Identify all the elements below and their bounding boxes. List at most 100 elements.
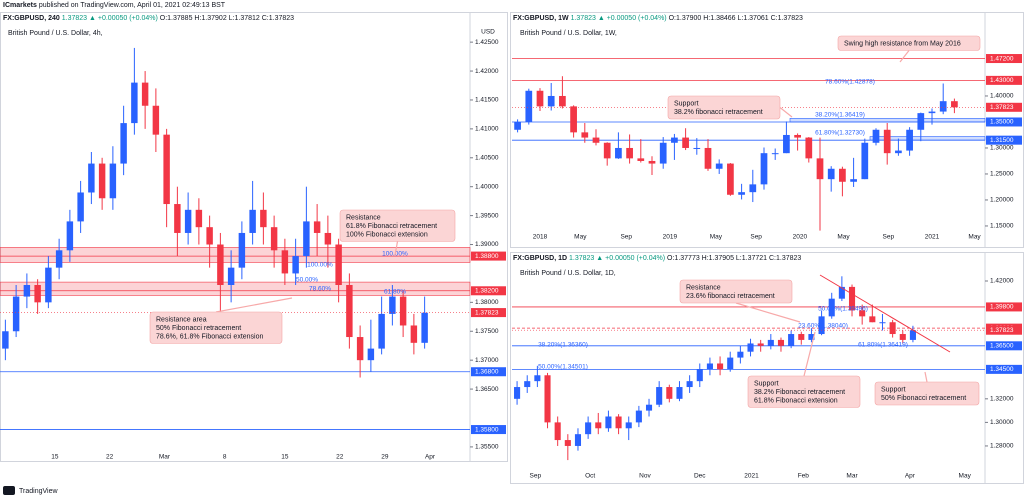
x-tick-label: May bbox=[959, 473, 972, 480]
candle-body bbox=[727, 357, 734, 370]
candle-body bbox=[324, 232, 332, 245]
publisher-line: ICmarkets published on TradingView.com, … bbox=[3, 2, 226, 9]
candle-body bbox=[335, 244, 342, 285]
level-label-box bbox=[471, 367, 506, 377]
level-label: 1.35800 bbox=[475, 426, 499, 433]
candle-body bbox=[879, 322, 886, 324]
x-tick-label: May bbox=[710, 234, 723, 241]
candle-body bbox=[889, 322, 896, 335]
y-tick-label: 1.37000 bbox=[475, 357, 499, 364]
candle-body bbox=[696, 369, 703, 382]
x-tick-label: 2021 bbox=[925, 234, 940, 241]
callout-text: Resistance area bbox=[156, 316, 207, 323]
candle-body bbox=[227, 267, 235, 285]
level-label: 1.35000 bbox=[990, 119, 1014, 126]
candle-body bbox=[637, 158, 645, 161]
candle-body bbox=[2, 331, 9, 349]
chart-title: British Pound / U.S. Dollar, 1D, bbox=[520, 270, 616, 277]
candle-body bbox=[270, 227, 278, 251]
last-price-label: 1.37823 bbox=[990, 327, 1014, 334]
candle-body bbox=[747, 343, 754, 352]
y-tick-label: 1.20000 bbox=[990, 197, 1014, 204]
y-tick-label: 1.37500 bbox=[475, 328, 499, 335]
candle-body bbox=[570, 106, 577, 133]
y-tick-label: 1.41500 bbox=[475, 97, 499, 104]
level-zone bbox=[789, 118, 986, 123]
candle-body bbox=[818, 316, 825, 335]
candle-body bbox=[564, 440, 571, 446]
candle-body bbox=[12, 296, 20, 332]
callout-box bbox=[339, 209, 456, 242]
candle-body bbox=[906, 129, 913, 151]
y-tick-label: 1.30000 bbox=[990, 145, 1014, 152]
level-zone bbox=[0, 247, 471, 263]
chart-title: British Pound / U.S. Dollar, 4h, bbox=[8, 30, 103, 37]
x-tick-label: Nov bbox=[639, 473, 651, 480]
last-price-label: 1.37823 bbox=[990, 104, 1014, 111]
candle-body bbox=[421, 312, 428, 343]
callout-text: 78.6%, 61.8% Fibonacci extension bbox=[156, 333, 264, 340]
candle-body bbox=[410, 325, 418, 343]
level-label: 1.34500 bbox=[990, 366, 1014, 373]
candle-body bbox=[45, 267, 52, 303]
callout-box bbox=[837, 35, 981, 51]
candle-body bbox=[656, 387, 663, 405]
candle-body bbox=[951, 101, 958, 108]
level-label-box bbox=[986, 302, 1022, 312]
candle-body bbox=[66, 221, 74, 251]
level-label-box bbox=[471, 425, 506, 435]
candle-body bbox=[356, 337, 364, 361]
candle-body bbox=[682, 137, 689, 148]
callout-text: Support bbox=[674, 100, 699, 107]
candle-body bbox=[131, 82, 138, 124]
callout-text: Swing high resistance from May 2016 bbox=[844, 40, 961, 47]
last-price-label-box bbox=[471, 308, 506, 318]
candle-body bbox=[666, 387, 673, 399]
x-tick-label: 29 bbox=[381, 454, 389, 461]
callout-text: 100% Fibonacci extension bbox=[346, 231, 428, 238]
x-tick-label: Sep bbox=[750, 234, 762, 241]
fib-label: 100.00% bbox=[307, 262, 333, 269]
symbol: FX:GBPUSD, 1D bbox=[513, 255, 567, 262]
candle-body bbox=[574, 434, 582, 446]
y-tick-label: 1.39500 bbox=[475, 212, 499, 219]
candle-body bbox=[595, 422, 602, 429]
chart-panel: FX:GBPUSD, 1W 1.37823 ▲ +0.00050 (+0.04%… bbox=[510, 12, 1024, 248]
x-tick-label: 8 bbox=[223, 454, 227, 461]
candle-body bbox=[798, 334, 805, 340]
candle-body bbox=[34, 285, 41, 303]
level-label: 1.39800 bbox=[990, 304, 1014, 311]
quote: 1.37823 ▲ +0.00050 (+0.04%) bbox=[571, 15, 667, 22]
level-label-box bbox=[471, 286, 506, 296]
candle-body bbox=[648, 160, 656, 164]
symbol-header: FX:GBPUSD, 1D 1.37823 ▲ +0.00050 (+0.04%… bbox=[513, 255, 801, 262]
candle-body bbox=[738, 192, 745, 195]
candle-body bbox=[767, 339, 774, 346]
candle-body bbox=[378, 313, 385, 349]
candle-body bbox=[635, 410, 642, 423]
candle-body bbox=[544, 375, 551, 423]
fib-label: 50.00%(1.39496) bbox=[818, 306, 868, 313]
candle-body bbox=[547, 95, 555, 107]
level-label-box bbox=[986, 364, 1022, 374]
y-tick-label: 1.15000 bbox=[990, 223, 1014, 230]
candle-body bbox=[827, 168, 835, 180]
ohlc: O:1.37773 H:1.37905 L:1.37721 C:1.37823 bbox=[667, 255, 801, 262]
ohlc: O:1.37885 H:1.37902 L:1.37812 C:1.37823 bbox=[160, 15, 294, 22]
x-tick-label: Dec bbox=[694, 473, 706, 480]
candle-body bbox=[524, 381, 531, 388]
callout-text: 50% Fibonacci retracement bbox=[156, 325, 241, 332]
x-tick-label: 2019 bbox=[663, 234, 678, 241]
footer-brand: TradingView bbox=[19, 488, 58, 495]
x-tick-label: 15 bbox=[281, 454, 289, 461]
candle-body bbox=[389, 296, 396, 314]
candle-body bbox=[883, 129, 891, 154]
x-tick-label: May bbox=[837, 234, 850, 241]
fib-label: 23.60%(1.38040) bbox=[798, 323, 848, 330]
callout-text: 38.2% Fibonacci retracement bbox=[754, 389, 845, 396]
candle-body bbox=[313, 221, 321, 233]
candle-body bbox=[249, 209, 256, 233]
candle-body bbox=[163, 134, 170, 205]
